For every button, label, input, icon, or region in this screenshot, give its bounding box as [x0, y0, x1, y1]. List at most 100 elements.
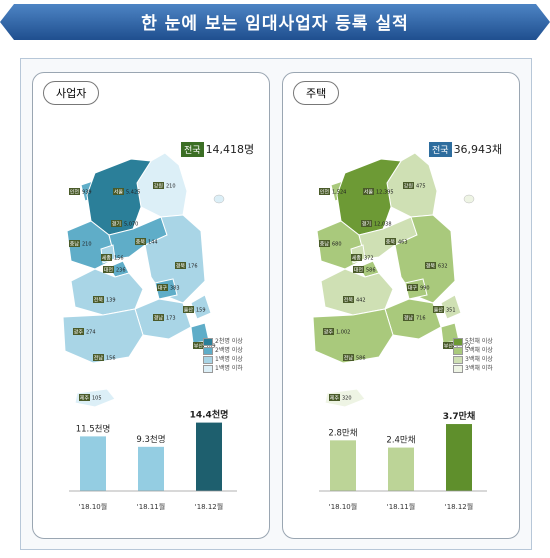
legend-swatch: [203, 364, 213, 373]
legend-label: 5백채 이상: [465, 347, 493, 354]
region-name: 경남: [404, 314, 414, 321]
bar-chart: 2.8만채 '18.10월 2.4만채 '18.11월 3.7만채 '18.12월: [319, 410, 487, 511]
region-label: 충북 463: [385, 238, 408, 246]
region-tag-bg: [385, 238, 396, 245]
region-tag-bg: [113, 188, 124, 195]
region-value: 1,524: [332, 190, 346, 196]
bar: [388, 447, 414, 491]
legend-swatch: [203, 346, 213, 355]
region-value: 144: [148, 240, 158, 246]
region-tag-bg: [403, 182, 414, 189]
region-tag-bg: [153, 314, 164, 321]
region-tag-bg: [103, 266, 114, 273]
region-value: 210: [166, 184, 176, 190]
region-label: 부산 2,772: [443, 342, 470, 350]
region-name: 서울: [364, 188, 374, 195]
region-label: 대전 236: [103, 266, 126, 274]
region-name: 대구: [158, 284, 168, 291]
bar-value-label: 2.8만채: [328, 427, 357, 438]
national-total: 전국 14,418명: [181, 141, 254, 157]
region-name: 대구: [408, 284, 418, 291]
region-value: 463: [398, 240, 408, 246]
region-label: 울산 159: [183, 306, 206, 314]
region-tag-bg: [79, 394, 90, 401]
bar-chart: 11.5천명 '18.10월 9.3천명 '18.11월 14.4천명 '18.12월: [69, 409, 237, 511]
region-label: 제주 320: [329, 394, 352, 402]
region-name: 충남: [70, 240, 80, 247]
region-name: 충남: [320, 240, 330, 247]
region-tag-bg: [319, 188, 330, 195]
region-tag-bg: [153, 182, 164, 189]
business-panel: 사업자 전국 14,418명 인천 939 서울 5,425 강원 210 경기 5,070 충남…: [32, 72, 270, 539]
region-label: 경남 173: [153, 314, 176, 322]
region-value: 156: [114, 256, 124, 262]
map-legend: 2천명 이상 2백명 이상 1백명 이상 1백명 이하: [203, 337, 243, 373]
region-label: 세종 372: [351, 254, 374, 262]
region-15: [312, 308, 394, 364]
region-10: [70, 268, 144, 316]
region-value: 12,038: [374, 222, 392, 228]
legend-item: 3백채 이상: [453, 355, 493, 364]
legend-label: 2천명 이상: [215, 338, 243, 345]
region-value: 236: [116, 268, 126, 274]
legend-swatch: [453, 346, 463, 355]
korea-map: 인천 1,524 서울 12,395 강원 475 경기 12,038 충남 680 충북 463 세종…: [312, 152, 475, 408]
region-tag-bg: [111, 220, 122, 227]
region-11: [190, 294, 212, 320]
bar-value-label: 11.5천명: [76, 423, 111, 434]
region-name: 전남: [344, 354, 354, 361]
legend-swatch: [203, 355, 213, 364]
region-tag-bg: [329, 394, 340, 401]
legend-item: 5백채 이상: [453, 346, 493, 355]
region-tag-bg: [69, 188, 80, 195]
bar: [196, 422, 222, 491]
region-tag-bg: [175, 262, 186, 269]
region-tag-bg: [353, 266, 364, 273]
region-label: 인천 939: [69, 188, 92, 196]
region-value: 176: [188, 264, 198, 270]
category-label: '18.10월: [329, 502, 357, 511]
region-value: 632: [438, 264, 448, 270]
region-label: 경북 176: [175, 262, 198, 270]
region-label: 울산 351: [433, 306, 456, 314]
category-label: '18.11월: [137, 502, 165, 511]
region-name: 서울: [114, 188, 124, 195]
region-value: 990: [420, 286, 430, 292]
region-label: 대구 990: [407, 284, 430, 292]
region-label: 제주 105: [79, 394, 102, 402]
bar-value-label: 2.4만채: [386, 435, 415, 446]
region-label: 충남 680: [319, 240, 342, 248]
legend-item: 1백명 이상: [203, 355, 243, 364]
legend-swatch: [203, 337, 213, 346]
region-label: 광주 1,002: [323, 328, 350, 336]
region-name: 인천: [320, 188, 330, 195]
legend-label: 1백명 이상: [215, 356, 243, 363]
legend-swatch: [453, 337, 463, 346]
region-tag-bg: [403, 314, 414, 321]
region-name: 충북: [386, 238, 396, 245]
region-value: 2,772: [456, 344, 470, 350]
legend-label: 3백채 이하: [465, 365, 493, 372]
panel-title: 주택: [293, 81, 340, 105]
region-tag-bg: [69, 240, 80, 247]
region-name: 광주: [74, 328, 84, 335]
region-tag-bg: [101, 254, 112, 261]
region-name: 제주: [80, 394, 90, 401]
region-value: 320: [342, 396, 352, 402]
region-name: 세종: [352, 254, 362, 261]
region-label: 경북 632: [425, 262, 448, 270]
bar-value-label: 14.4천명: [190, 409, 229, 421]
legend-label: 5천채 이상: [465, 338, 493, 345]
region-16: [324, 388, 366, 408]
region-tag-bg: [323, 328, 334, 335]
legend-item: 2천명 이상: [203, 337, 243, 346]
region-label: 경기 12,038: [361, 220, 392, 228]
island-shape: [213, 194, 225, 204]
region-value: 210: [82, 242, 92, 248]
region-name: 광주: [324, 328, 334, 335]
region-value: 173: [166, 316, 176, 322]
bar: [446, 424, 472, 491]
region-name: 전북: [344, 296, 354, 303]
legend-label: 3백채 이상: [465, 356, 493, 363]
national-total: 전국 36,943채: [429, 141, 502, 157]
